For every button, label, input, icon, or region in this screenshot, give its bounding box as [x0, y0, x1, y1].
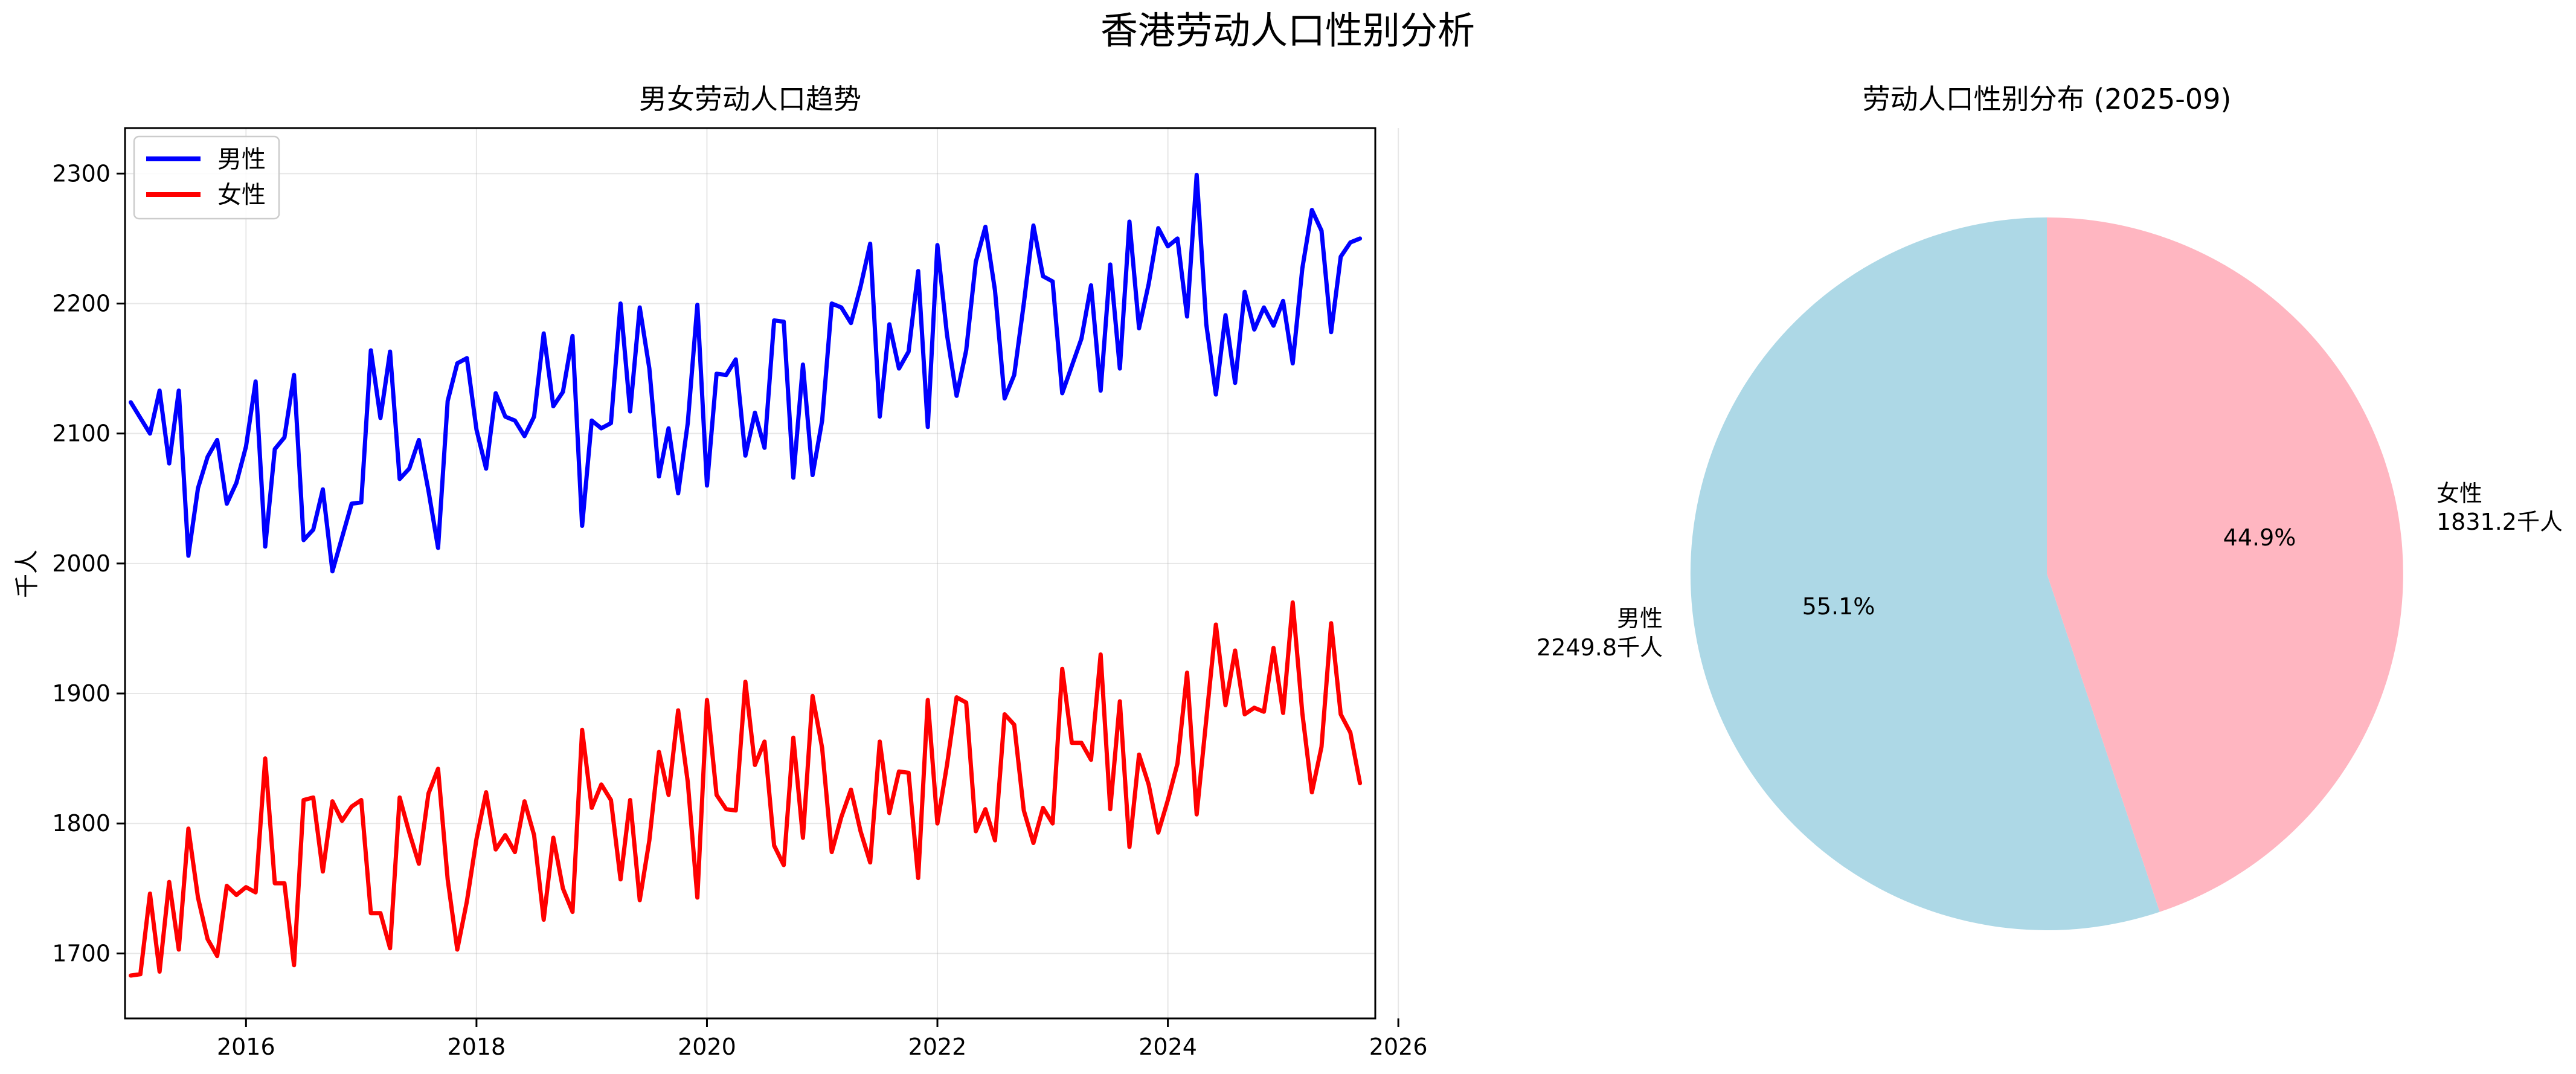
series-lines	[129, 173, 1363, 978]
grid-lines	[125, 128, 1399, 1018]
pie-label-female-value: 1831.2千人	[2436, 509, 2563, 535]
pie-chart-title: 劳动人口性别分布 (2025-09)	[1863, 83, 2232, 115]
pie-chart: 劳动人口性别分布 (2025-09) 55.1% 44.9% 男性 2249.8…	[1537, 83, 2563, 930]
y-tick-label: 2000	[52, 550, 111, 577]
pie-pct-male: 55.1%	[1802, 593, 1875, 620]
x-tick-label: 2016	[217, 1034, 275, 1060]
pie-pct-female: 44.9%	[2223, 524, 2296, 551]
line-chart-title: 男女劳动人口趋势	[639, 83, 861, 115]
series-line-female	[129, 600, 1363, 978]
x-tick-label: 2018	[448, 1034, 506, 1060]
x-axis: 2016 2018 2020 2022 2024 2026	[217, 1018, 1428, 1060]
series-line-male	[129, 173, 1363, 574]
legend-label-male: 男性	[217, 146, 266, 173]
y-tick-label: 1800	[52, 810, 111, 837]
plot-frame	[124, 127, 1376, 1020]
y-tick-label: 2300	[52, 160, 111, 187]
x-tick-label: 2024	[1139, 1034, 1197, 1060]
x-tick-label: 2022	[908, 1034, 967, 1060]
y-tick-label: 1700	[52, 940, 111, 966]
pie-slice-male	[1690, 217, 2160, 930]
y-axis: 1700 1800 1900 2000 2100 2200 2300	[52, 160, 125, 966]
line-chart: 男女劳动人口趋势 2016 2018 2020 2022 2024 2026 1700 18…	[13, 83, 1428, 1060]
y-tick-label: 2100	[52, 420, 111, 447]
y-tick-label: 2200	[52, 290, 111, 317]
legend-label-female: 女性	[217, 181, 266, 209]
legend: 男性 女性	[133, 135, 280, 220]
y-axis-label: 千人	[13, 550, 41, 598]
x-tick-label: 2026	[1369, 1034, 1428, 1060]
figure-title: 香港劳动人口性别分析	[1100, 8, 1475, 53]
pie-label-male-value: 2249.8千人	[1537, 634, 1663, 661]
pie-label-male-name: 男性	[1617, 605, 1663, 632]
pie-label-female-name: 女性	[2436, 480, 2482, 507]
pie-slice-female	[2047, 217, 2403, 912]
x-tick-label: 2020	[678, 1034, 736, 1060]
y-tick-label: 1900	[52, 680, 111, 707]
